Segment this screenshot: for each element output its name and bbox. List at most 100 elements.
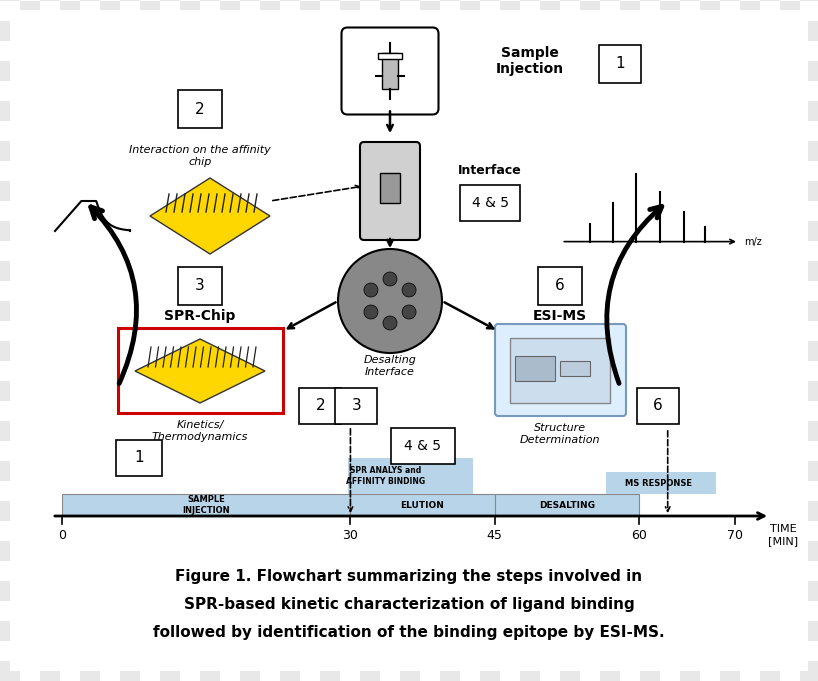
Bar <box>280 261 300 281</box>
Bar <box>140 41 160 61</box>
Bar <box>80 261 100 281</box>
Bar <box>360 101 380 121</box>
Bar <box>540 441 560 461</box>
Bar <box>160 141 180 161</box>
Circle shape <box>383 272 397 286</box>
Bar <box>160 581 180 601</box>
Bar <box>620 1 640 21</box>
Bar <box>515 356 555 381</box>
Bar <box>440 141 460 161</box>
Text: ESI-MS: ESI-MS <box>533 309 587 323</box>
Text: ELUTION: ELUTION <box>401 501 444 509</box>
Text: Interface: Interface <box>458 165 522 178</box>
Bar <box>220 521 240 541</box>
Bar <box>740 441 760 461</box>
Bar <box>460 481 480 501</box>
Bar <box>300 641 320 661</box>
Bar <box>480 21 500 41</box>
Bar <box>700 641 720 661</box>
Bar <box>40 541 60 561</box>
Bar <box>180 1 200 21</box>
Bar <box>0 261 20 281</box>
Bar <box>140 281 160 301</box>
Bar <box>500 1 520 21</box>
Bar <box>760 221 780 241</box>
Bar <box>40 301 60 321</box>
Bar <box>606 472 716 494</box>
Text: 1: 1 <box>134 451 144 466</box>
Bar <box>720 621 740 641</box>
Text: m/z: m/z <box>744 236 762 247</box>
Bar <box>260 361 280 381</box>
Bar <box>200 461 220 481</box>
Bar <box>540 41 560 61</box>
Bar <box>240 181 260 201</box>
Bar <box>600 261 620 281</box>
Bar <box>800 61 818 81</box>
Bar <box>700 401 720 421</box>
Bar <box>460 641 480 661</box>
Bar <box>320 141 340 161</box>
Bar <box>720 381 740 401</box>
Bar <box>660 121 680 141</box>
Bar <box>360 381 380 401</box>
Bar <box>780 81 800 101</box>
Bar <box>460 401 480 421</box>
Bar <box>240 0 260 1</box>
Bar <box>140 361 160 381</box>
Text: 4 & 5: 4 & 5 <box>471 196 509 210</box>
Bar <box>620 161 640 181</box>
Bar <box>100 561 120 581</box>
Bar <box>320 221 340 241</box>
Bar <box>440 221 460 241</box>
Bar <box>140 201 160 221</box>
Circle shape <box>364 283 378 297</box>
Bar <box>360 0 380 1</box>
Bar <box>320 661 340 681</box>
Bar <box>440 61 460 81</box>
Bar <box>420 241 440 261</box>
Bar <box>60 521 80 541</box>
Bar <box>280 621 300 641</box>
Bar <box>800 661 818 681</box>
Bar <box>40 421 60 441</box>
Bar <box>680 621 700 641</box>
Bar <box>600 221 620 241</box>
Bar <box>280 101 300 121</box>
Bar <box>340 481 360 501</box>
Bar <box>220 161 240 181</box>
Bar <box>340 281 360 301</box>
Bar <box>220 121 240 141</box>
Text: 6: 6 <box>654 398 663 413</box>
Bar <box>740 601 760 621</box>
Bar <box>400 381 420 401</box>
Bar <box>720 141 740 161</box>
Bar <box>0 581 20 601</box>
Bar <box>100 441 120 461</box>
Bar <box>800 101 818 121</box>
Bar <box>520 461 540 481</box>
Bar <box>780 641 800 661</box>
Bar <box>120 341 140 361</box>
Bar <box>200 221 220 241</box>
Bar <box>340 121 360 141</box>
Bar <box>60 561 80 581</box>
Bar <box>0 21 20 41</box>
Bar <box>740 281 760 301</box>
Bar <box>460 81 480 101</box>
Bar <box>380 173 400 203</box>
Bar <box>680 101 700 121</box>
Bar <box>280 421 300 441</box>
Bar <box>180 321 200 341</box>
Bar <box>520 181 540 201</box>
Bar <box>760 661 780 681</box>
Bar <box>116 440 162 476</box>
Bar <box>100 641 120 661</box>
Bar <box>580 361 600 381</box>
Bar <box>680 461 700 481</box>
Circle shape <box>364 305 378 319</box>
Bar <box>580 561 600 581</box>
Bar <box>200 21 220 41</box>
Bar <box>600 621 620 641</box>
Bar <box>660 161 680 181</box>
